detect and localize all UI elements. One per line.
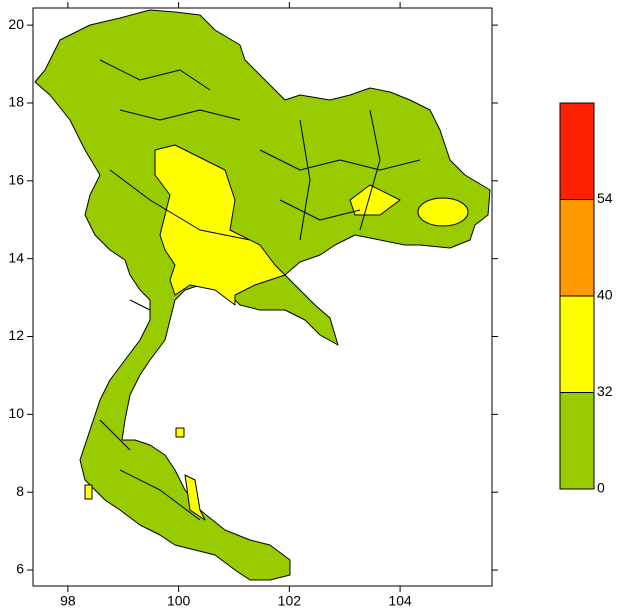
x-tick-label: 104 (388, 593, 412, 609)
colorbar-label: 40 (597, 287, 613, 303)
map-layer (34, 9, 491, 581)
y-tick-label: 8 (16, 483, 24, 499)
x-tick-label: 102 (278, 593, 302, 609)
region-yellow (184, 474, 206, 521)
y-tick-label: 20 (8, 16, 24, 32)
region-yellow (175, 427, 185, 438)
y-tick-label: 18 (8, 94, 24, 110)
colorbar-segment (559, 199, 595, 297)
colorbar-label: 0 (597, 480, 605, 496)
colorbar-label: 54 (597, 190, 613, 206)
colorbar-label: 32 (597, 383, 613, 399)
region-yellow (84, 484, 93, 500)
x-tick-label: 98 (60, 593, 76, 609)
region-yellow (154, 144, 286, 306)
x-tick-label: 100 (167, 593, 191, 609)
colorbar-segment (559, 102, 595, 200)
y-tick-label: 10 (8, 405, 24, 421)
plot-frame (32, 7, 493, 587)
region-yellow (349, 184, 401, 216)
y-tick-label: 12 (8, 327, 24, 343)
y-tick-label: 6 (16, 561, 24, 577)
y-tick-label: 16 (8, 172, 24, 188)
province-border (99, 59, 421, 521)
region-yellow (417, 197, 469, 227)
colorbar-segment (559, 392, 595, 490)
country-outline (34, 9, 491, 581)
y-tick-label: 14 (8, 249, 24, 265)
colorbar-segment (559, 295, 595, 393)
